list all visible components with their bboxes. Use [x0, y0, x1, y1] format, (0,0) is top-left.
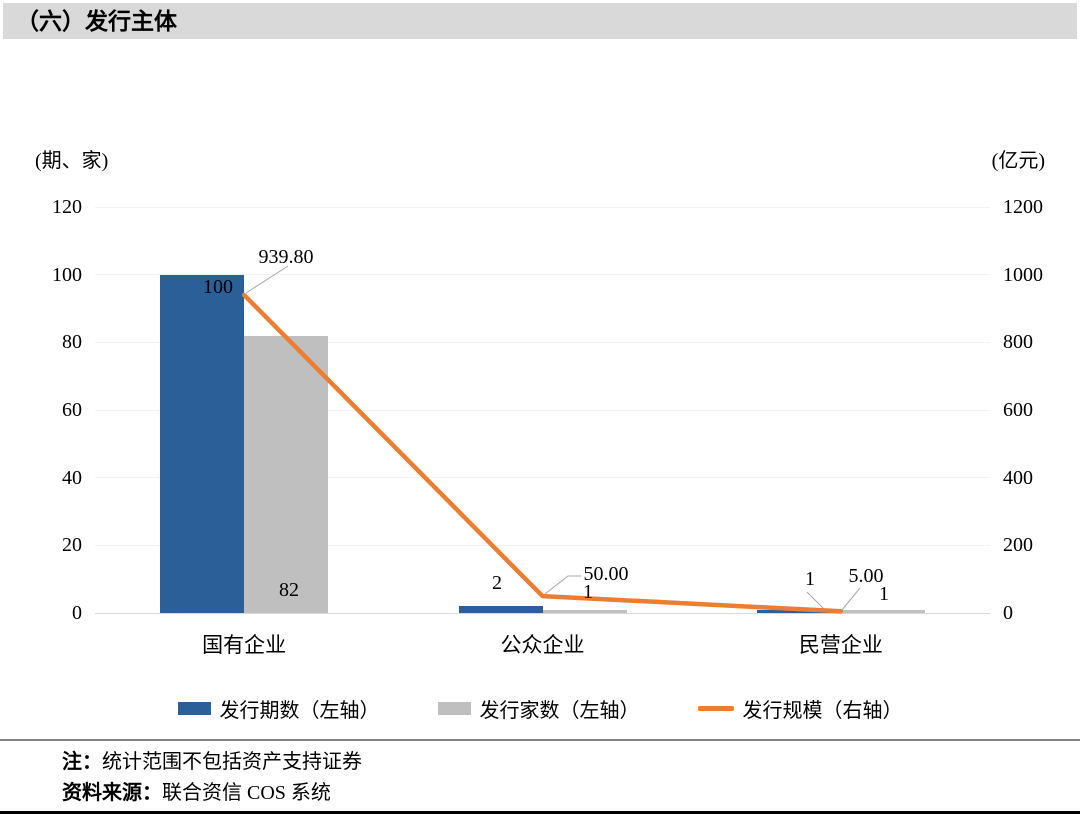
- x-axis-category-label: 民营企业: [798, 633, 883, 657]
- data-label-issue-scale: 50.00: [583, 563, 629, 585]
- y-axis-tick-left: 100: [52, 263, 82, 286]
- data-label-leader-line: [245, 265, 289, 294]
- legend-label: 发行期数（左轴）: [219, 700, 380, 722]
- gridline: [95, 206, 990, 208]
- legend-item-issue-scale: 发行规模（右轴）: [697, 694, 903, 723]
- data-label-issue-scale: 5.00: [848, 565, 884, 587]
- chart-legend: 发行期数（左轴） 发行家数（左轴） 发行规模（右轴）: [0, 694, 1080, 723]
- x-axis-line: [95, 612, 990, 614]
- bar-issuer-count: [542, 609, 627, 613]
- data-label-issue-count: 1: [805, 568, 815, 590]
- source-line: 资料来源：联合资信 COS 系统: [62, 780, 331, 806]
- source-text: 联合资信 COS 系统: [162, 782, 331, 804]
- y-axis-tick-right: 400: [1003, 466, 1033, 489]
- source-prefix: 资料来源：: [62, 782, 162, 804]
- legend-swatch-line-orange: [697, 706, 734, 711]
- y-axis-tick-left: 120: [52, 196, 82, 218]
- bar-issuer-count: [840, 609, 925, 613]
- legend-swatch-bar-gray: [437, 702, 471, 715]
- right-axis-unit-label: (亿元): [991, 150, 1045, 172]
- y-axis-tick-left: 0: [72, 602, 82, 624]
- data-label-issue-count: 100: [203, 276, 233, 298]
- data-label-leader-line: [806, 591, 825, 610]
- y-axis-tick-left: 80: [62, 331, 82, 354]
- data-label-issuer-count: 1: [879, 583, 889, 605]
- gridline: [95, 409, 990, 411]
- legend-item-issuer-count: 发行家数（左轴）: [437, 694, 640, 723]
- bar-issue-count: [160, 274, 245, 613]
- y-axis-tick-right: 600: [1003, 399, 1033, 421]
- bottom-border-line: [0, 811, 1080, 814]
- data-label-issue-count: 2: [492, 572, 502, 594]
- data-label-issue-scale: 939.80: [258, 246, 314, 268]
- y-axis-tick-right: 200: [1003, 534, 1033, 557]
- data-label-issuer-count: 82: [279, 579, 299, 601]
- bar-issuer-count: [244, 335, 329, 613]
- y-axis-tick-left: 20: [62, 534, 82, 557]
- bar-issue-count: [458, 606, 543, 613]
- gridline: [95, 341, 990, 343]
- legend-item-issue-count: 发行期数（左轴）: [177, 694, 380, 723]
- note-line: 注：统计范围不包括资产支持证券: [62, 749, 362, 775]
- legend-label: 发行规模（右轴）: [742, 700, 903, 722]
- data-label-issuer-count: 1: [583, 581, 593, 603]
- y-axis-tick-left: 60: [62, 399, 82, 421]
- gridline: [95, 274, 990, 276]
- section-title-bar: （六）发行主体: [3, 3, 1077, 39]
- legend-swatch-bar-blue: [177, 702, 211, 715]
- note-prefix: 注：: [62, 751, 102, 773]
- y-axis-tick-left: 40: [62, 466, 82, 489]
- section-title: （六）发行主体: [16, 8, 177, 34]
- x-axis-category-label: 公众企业: [500, 633, 585, 657]
- y-axis-tick-right: 0: [1003, 602, 1013, 624]
- gridline: [95, 544, 990, 546]
- note-text: 统计范围不包括资产支持证券: [102, 751, 362, 773]
- issue-scale-line: [241, 292, 844, 614]
- y-axis-tick-right: 1000: [1003, 263, 1043, 286]
- y-axis-tick-right: 1200: [1003, 196, 1043, 218]
- notes-divider-line: [0, 739, 1080, 741]
- x-axis-category-label: 国有企业: [202, 633, 287, 657]
- left-axis-unit-label: (期、家): [35, 150, 109, 172]
- data-label-leader-line: [544, 575, 581, 595]
- gridline: [95, 477, 990, 479]
- legend-label: 发行家数（左轴）: [479, 700, 640, 722]
- y-axis-tick-right: 800: [1003, 331, 1033, 354]
- data-label-leader-line: [841, 587, 861, 611]
